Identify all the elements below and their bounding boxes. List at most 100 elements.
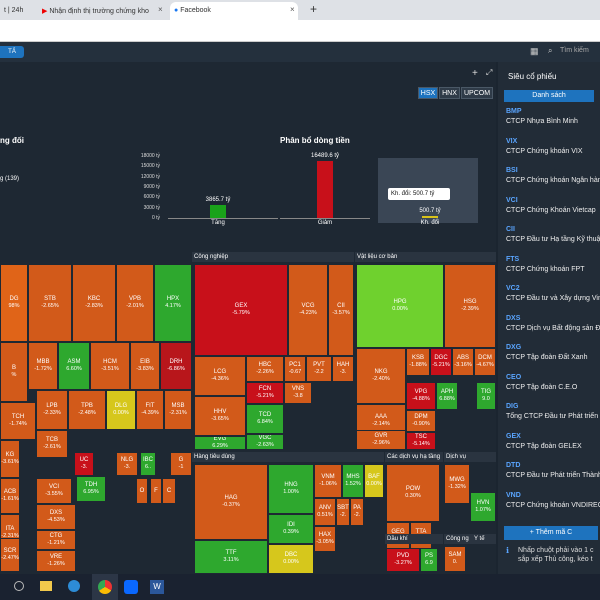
treemap-tile[interactable]: HAX -3.05% <box>314 526 336 552</box>
treemap-tile[interactable]: G -1 <box>170 452 192 476</box>
stock-list-item[interactable]: DTD CTCP Đầu tư Phát triển Thành <box>506 462 600 490</box>
treemap-tile[interactable]: B% <box>0 342 28 402</box>
treemap-tile[interactable]: CTG -1.21% <box>36 530 76 550</box>
treemap-tile[interactable]: PA -2. <box>350 498 364 526</box>
tab-upcom[interactable]: UPCOM <box>461 87 493 99</box>
stock-list-item[interactable]: BMP CTCP Nhựa Bình Minh <box>506 108 600 136</box>
treemap-tile[interactable]: GVR -2.96% <box>356 430 406 450</box>
close-tab-icon[interactable]: × <box>290 5 295 14</box>
treemap-tile[interactable]: NLG -3. <box>116 452 138 476</box>
treemap-tile[interactable]: MBB -1.72% <box>28 342 58 390</box>
stock-list-item[interactable]: FTS CTCP Chứng khoán FPT <box>506 256 600 284</box>
stock-list-item[interactable]: CEO CTCP Tập đoàn C.E.O <box>506 374 600 402</box>
treemap-tile[interactable]: HHV -3.65% <box>194 396 246 436</box>
treemap-tile[interactable]: TCD 6.84% <box>246 404 284 434</box>
browser-tab[interactable]: ▶ Nhận định thị trường chứng kho <box>38 2 166 20</box>
treemap-tile[interactable]: KBC -2.83% <box>72 264 116 342</box>
close-tab-icon[interactable]: × <box>158 5 163 14</box>
menu-chip[interactable]: TẢ <box>0 46 24 58</box>
browser-tab[interactable]: t | 24h <box>0 2 36 20</box>
treemap-tile[interactable]: STB -2.65% <box>28 264 72 342</box>
treemap-tile[interactable]: VPB -2.01% <box>116 264 154 342</box>
treemap-tile[interactable]: MWG -1.32% <box>444 464 470 504</box>
treemap-tile[interactable]: TSC -5.14% <box>406 432 436 450</box>
search-input[interactable]: Tìm kiếm <box>560 47 589 54</box>
search-icon[interactable]: ⌕ <box>548 46 553 55</box>
treemap-tile[interactable]: IBC 6.. <box>140 452 156 476</box>
add-icon[interactable]: + <box>472 68 478 79</box>
treemap-tile[interactable]: HBC -2.26% <box>246 356 284 382</box>
treemap-tile[interactable]: TDH 6.95% <box>76 476 106 502</box>
treemap-tile[interactable]: IDI 0.39% <box>268 514 314 544</box>
stock-list-item[interactable]: DIG Tổng CTCP Đầu tư Phát triển <box>506 403 600 431</box>
treemap-tile[interactable]: ASM 6.60% <box>58 342 90 390</box>
treemap-tile[interactable]: SAM 0. <box>444 546 466 572</box>
edge-icon[interactable] <box>68 580 80 592</box>
zalo-icon[interactable] <box>124 580 138 594</box>
treemap-tile[interactable]: HPX 4.17% <box>154 264 192 342</box>
new-tab-button[interactable]: + <box>310 2 318 16</box>
treemap-tile[interactable]: BAF 0.00% <box>364 464 384 498</box>
treemap-tile[interactable]: DGC -5.21% <box>430 348 452 376</box>
treemap-tile[interactable]: DCM -4.67% <box>474 348 496 376</box>
treemap-tile[interactable]: PVD -3.27% <box>386 548 420 572</box>
treemap-tile[interactable]: POW 0.30% <box>386 464 440 522</box>
treemap-tile[interactable]: VCI -3.55% <box>36 478 72 504</box>
stock-list-item[interactable]: GEX CTCP Tập đoàn GELEX <box>506 433 600 461</box>
treemap-tile[interactable]: EIB -3.83% <box>130 342 160 390</box>
treemap-tile[interactable]: VGC -2.63% <box>246 434 284 450</box>
stock-list-item[interactable]: VIX CTCP Chứng khoán VIX <box>506 138 600 166</box>
treemap-tile[interactable]: HCM -3.51% <box>90 342 130 390</box>
treemap-tile[interactable]: SCR -2.47% <box>0 538 20 572</box>
treemap-tile[interactable]: DG 98% <box>0 264 28 342</box>
bar-3[interactable] <box>422 216 438 218</box>
treemap-tile[interactable]: GEX -5.79% <box>194 264 288 356</box>
bar-1[interactable] <box>210 204 226 218</box>
treemap-tile[interactable]: LPB -2.33% <box>36 390 68 430</box>
treemap-tile[interactable]: HVN 1.07% <box>470 492 496 522</box>
treemap-tile[interactable]: PS 6.9 <box>420 548 438 572</box>
stock-list-item[interactable]: DXS CTCP Dịch vụ Bất động sản Đ <box>506 315 600 343</box>
treemap-tile[interactable]: DPM -0.90% <box>406 410 436 432</box>
treemap-tile[interactable]: PVT -2.2 <box>306 356 332 382</box>
treemap-tile[interactable]: DRH -6.86% <box>160 342 192 390</box>
treemap-tile[interactable]: EVG 6.29% <box>194 436 246 450</box>
treemap-tile[interactable]: O <box>136 478 148 504</box>
treemap-tile[interactable]: VCG -4.23% <box>288 264 328 356</box>
search-icon[interactable] <box>14 581 24 591</box>
treemap-tile[interactable]: HAG -0.37% <box>194 464 268 540</box>
treemap-tile[interactable]: DXS -4.53% <box>36 504 76 530</box>
treemap-tile[interactable]: DLG 0.00% <box>106 390 136 430</box>
bar-2[interactable] <box>317 161 333 218</box>
treemap-tile[interactable]: HSG -2.39% <box>444 264 496 348</box>
stock-list-item[interactable]: VC2 CTCP Đầu tư và Xây dựng Vina <box>506 285 600 313</box>
treemap-tile[interactable]: VRE -1.26% <box>36 550 76 572</box>
treemap-tile[interactable]: DBC 0.00% <box>268 544 314 574</box>
tab-hsx[interactable]: HSX <box>418 87 438 99</box>
treemap-tile[interactable]: TCB -2.61% <box>36 430 68 458</box>
expand-icon[interactable]: ⤢ <box>486 68 493 77</box>
treemap-tile[interactable]: MHS 1.52% <box>342 464 364 498</box>
stock-list-item[interactable]: CII CTCP Đầu tư Hạ tầng Kỹ thuật <box>506 226 600 254</box>
treemap-tile[interactable]: F <box>150 478 162 504</box>
treemap-tile[interactable]: VNS -3.8 <box>284 382 312 404</box>
treemap-tile[interactable]: FCN -5.21% <box>246 382 284 404</box>
file-explorer-icon[interactable] <box>40 581 52 591</box>
word-icon[interactable]: W <box>150 580 164 594</box>
treemap-tile[interactable]: NKG -2.40% <box>356 348 406 404</box>
stock-list-item[interactable]: VND CTCP Chứng khoán VNDIREC <box>506 492 600 520</box>
treemap-tile[interactable]: VPG -4.88% <box>406 382 436 410</box>
treemap-tile[interactable]: ABS -3.16% <box>452 348 474 376</box>
treemap-tile[interactable]: VNM -1.06% <box>314 464 342 498</box>
treemap-tile[interactable]: ANV 0.51% <box>314 498 336 526</box>
treemap-tile[interactable]: KG -3.61% <box>0 440 20 478</box>
tab-hnx[interactable]: HNX <box>439 87 460 99</box>
add-stock-button[interactable]: + Thêm mã C <box>504 526 598 540</box>
treemap-tile[interactable]: PC1 -0.67 <box>284 356 306 382</box>
treemap-tile[interactable]: UC -3. <box>74 452 94 476</box>
treemap-tile[interactable]: CII -3.57% <box>328 264 354 356</box>
treemap-tile[interactable]: LCG -4.36% <box>194 356 246 396</box>
stock-list-item[interactable]: DXG CTCP Tập đoàn Đất Xanh <box>506 344 600 372</box>
stock-list-item[interactable]: BSI CTCP Chứng khoán Ngân hàng <box>506 167 600 195</box>
browser-tab-active[interactable]: ● Facebook <box>170 2 298 20</box>
